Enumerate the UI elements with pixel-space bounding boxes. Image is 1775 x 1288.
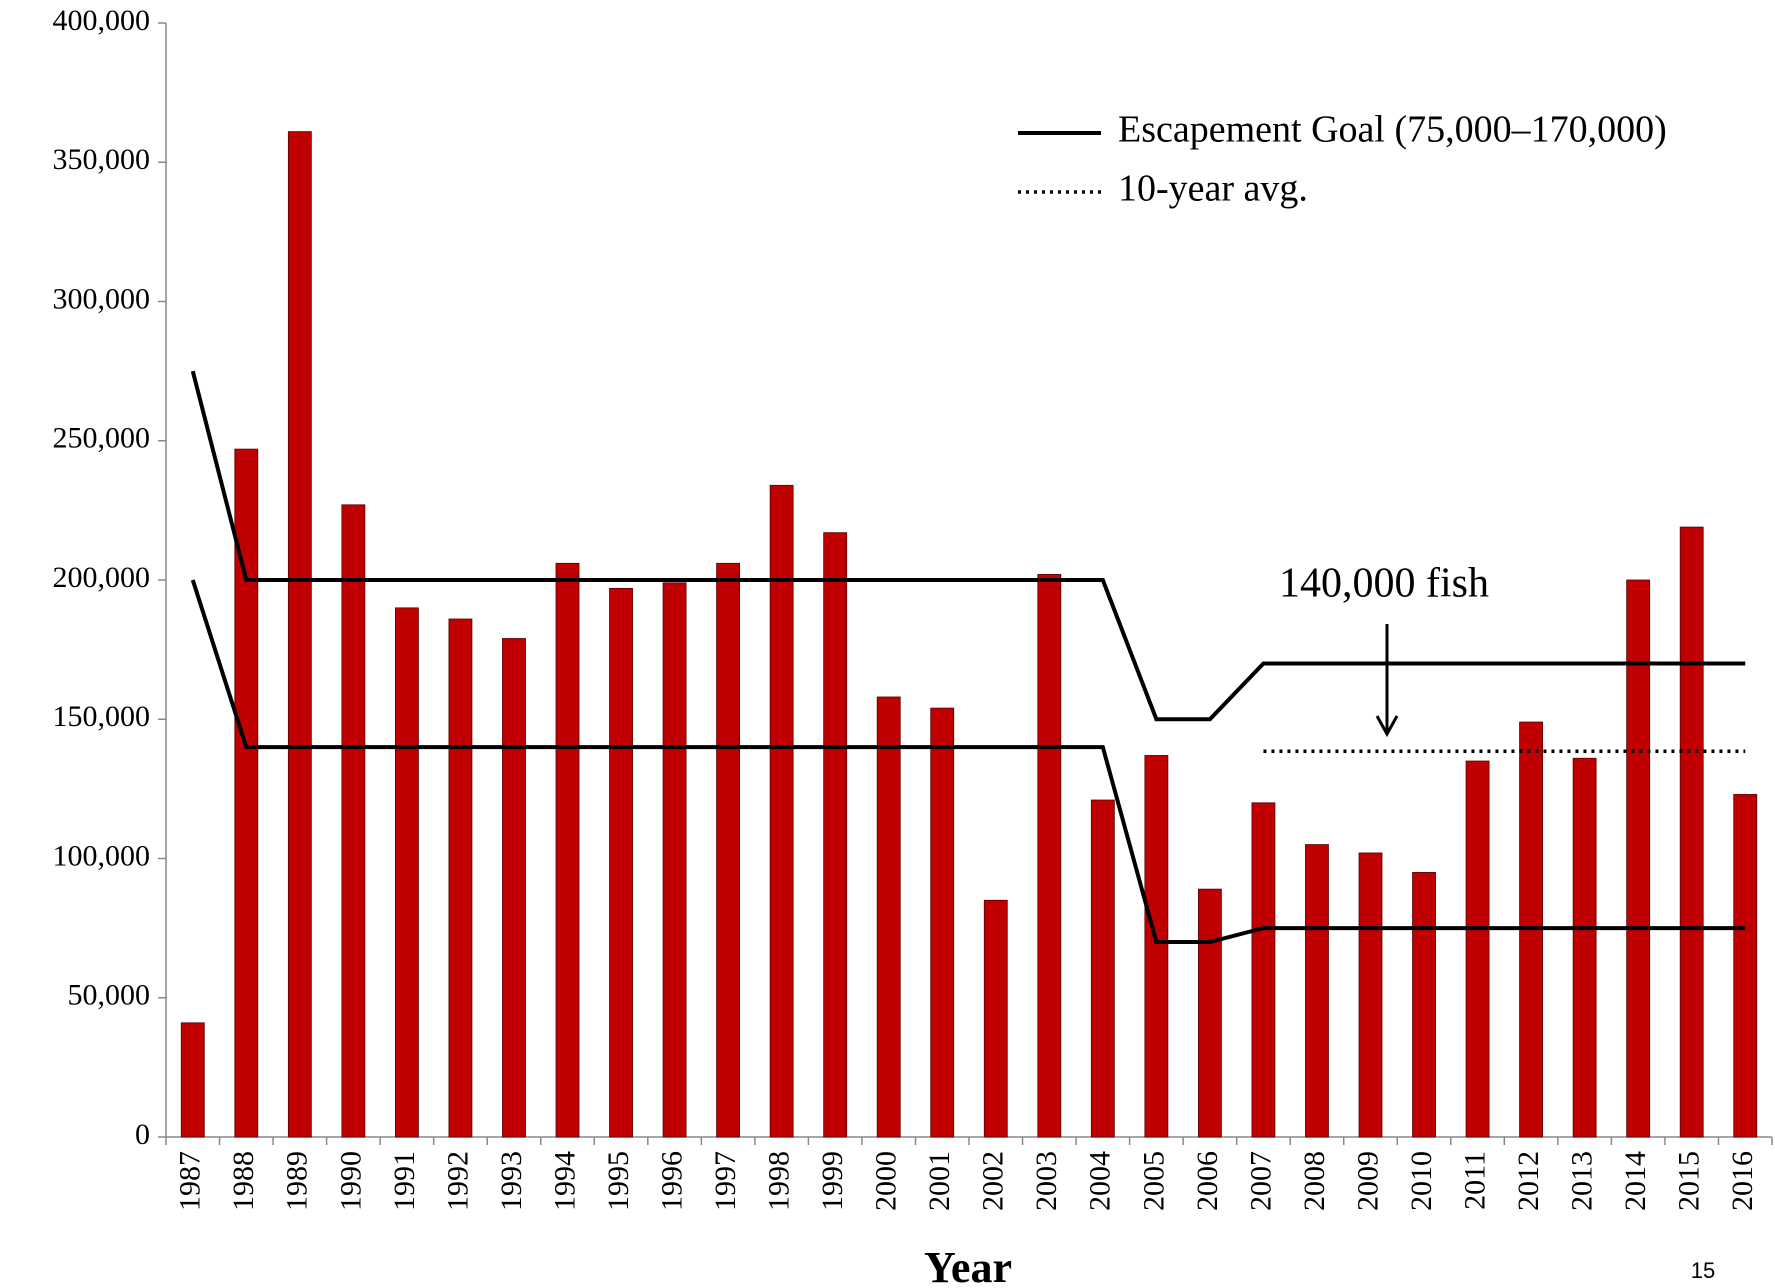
bar bbox=[662, 582, 687, 1138]
y-tick-label: 300,000 bbox=[53, 282, 151, 315]
legend-label: Escapement Goal (75,000–170,000) bbox=[1118, 109, 1667, 151]
bar bbox=[876, 696, 901, 1138]
bar bbox=[1144, 755, 1169, 1138]
bar bbox=[394, 607, 419, 1138]
x-tick-label: 2016 bbox=[1726, 1151, 1759, 1211]
y-tick-label: 250,000 bbox=[53, 422, 151, 455]
bar bbox=[609, 587, 633, 1138]
bar bbox=[555, 562, 580, 1138]
bar bbox=[1197, 888, 1222, 1138]
legend-label: 10-year avg. bbox=[1118, 168, 1308, 210]
bar bbox=[823, 532, 848, 1138]
bar bbox=[287, 131, 312, 1138]
bar bbox=[180, 1022, 205, 1138]
x-tick-label: 2011 bbox=[1458, 1151, 1491, 1210]
bar bbox=[234, 448, 259, 1138]
x-tick-label: 1990 bbox=[334, 1151, 367, 1211]
bar bbox=[1090, 799, 1115, 1138]
y-tick-label: 200,000 bbox=[53, 561, 151, 594]
x-axis-label: Year bbox=[924, 1243, 1012, 1288]
bar bbox=[1358, 852, 1383, 1138]
x-tick-label: 1991 bbox=[388, 1151, 421, 1211]
x-tick-label: 1989 bbox=[281, 1151, 314, 1211]
bar bbox=[1465, 760, 1490, 1138]
x-tick-label: 2015 bbox=[1673, 1151, 1706, 1211]
bar bbox=[1679, 526, 1704, 1138]
y-tick-label: 0 bbox=[135, 1118, 150, 1151]
x-tick-label: 2004 bbox=[1084, 1151, 1117, 1211]
bar bbox=[983, 899, 1008, 1138]
x-tick-label: 2006 bbox=[1191, 1151, 1224, 1211]
bar bbox=[1626, 579, 1651, 1138]
x-tick-label: 2008 bbox=[1298, 1151, 1331, 1211]
bar bbox=[1037, 574, 1062, 1138]
x-tick-label: 1987 bbox=[174, 1151, 207, 1211]
x-tick-label: 1996 bbox=[655, 1151, 688, 1211]
bar bbox=[1733, 794, 1758, 1138]
x-tick-label: 1994 bbox=[548, 1151, 581, 1211]
x-tick-label: 1995 bbox=[602, 1151, 635, 1211]
x-tick-label: 2003 bbox=[1030, 1151, 1063, 1211]
bar bbox=[716, 562, 741, 1138]
bar bbox=[1572, 757, 1597, 1138]
bar bbox=[769, 484, 794, 1138]
annotation: 140,000 fish bbox=[1279, 561, 1489, 607]
x-tick-label: 2002 bbox=[977, 1151, 1010, 1211]
x-tick-label: 1993 bbox=[495, 1151, 528, 1211]
page-number: 15 bbox=[1691, 1258, 1715, 1283]
y-tick-label: 50,000 bbox=[68, 979, 151, 1012]
bar bbox=[1251, 802, 1276, 1138]
x-tick-label: 2000 bbox=[870, 1151, 903, 1211]
y-tick-label: 100,000 bbox=[53, 839, 151, 872]
y-tick-label: 350,000 bbox=[53, 143, 151, 176]
bar bbox=[341, 504, 366, 1138]
x-tick-label: 2001 bbox=[923, 1151, 956, 1211]
goal-line bbox=[190, 370, 1746, 722]
x-tick-label: 2010 bbox=[1405, 1151, 1438, 1211]
bar bbox=[930, 707, 955, 1138]
x-tick-label: 2013 bbox=[1566, 1151, 1599, 1211]
y-tick-label: 400,000 bbox=[53, 4, 151, 37]
x-tick-label: 1999 bbox=[816, 1151, 849, 1211]
x-tick-label: 2005 bbox=[1137, 1151, 1170, 1211]
y-tick-label: 150,000 bbox=[53, 700, 151, 733]
x-tick-label: 2014 bbox=[1619, 1151, 1652, 1211]
bar bbox=[502, 638, 526, 1138]
x-tick-label: 1998 bbox=[763, 1151, 796, 1211]
x-tick-label: 1997 bbox=[709, 1151, 742, 1211]
x-tick-label: 2007 bbox=[1244, 1151, 1277, 1211]
x-tick-label: 2012 bbox=[1512, 1151, 1545, 1211]
x-tick-label: 1992 bbox=[441, 1151, 474, 1211]
goal-line bbox=[190, 579, 1746, 945]
x-tick-label: 1988 bbox=[227, 1151, 260, 1211]
bar bbox=[1412, 872, 1436, 1138]
x-tick-label: 2009 bbox=[1351, 1151, 1384, 1211]
bar bbox=[448, 618, 473, 1138]
annotation-arrowhead bbox=[1375, 715, 1399, 738]
bar bbox=[1305, 844, 1329, 1138]
